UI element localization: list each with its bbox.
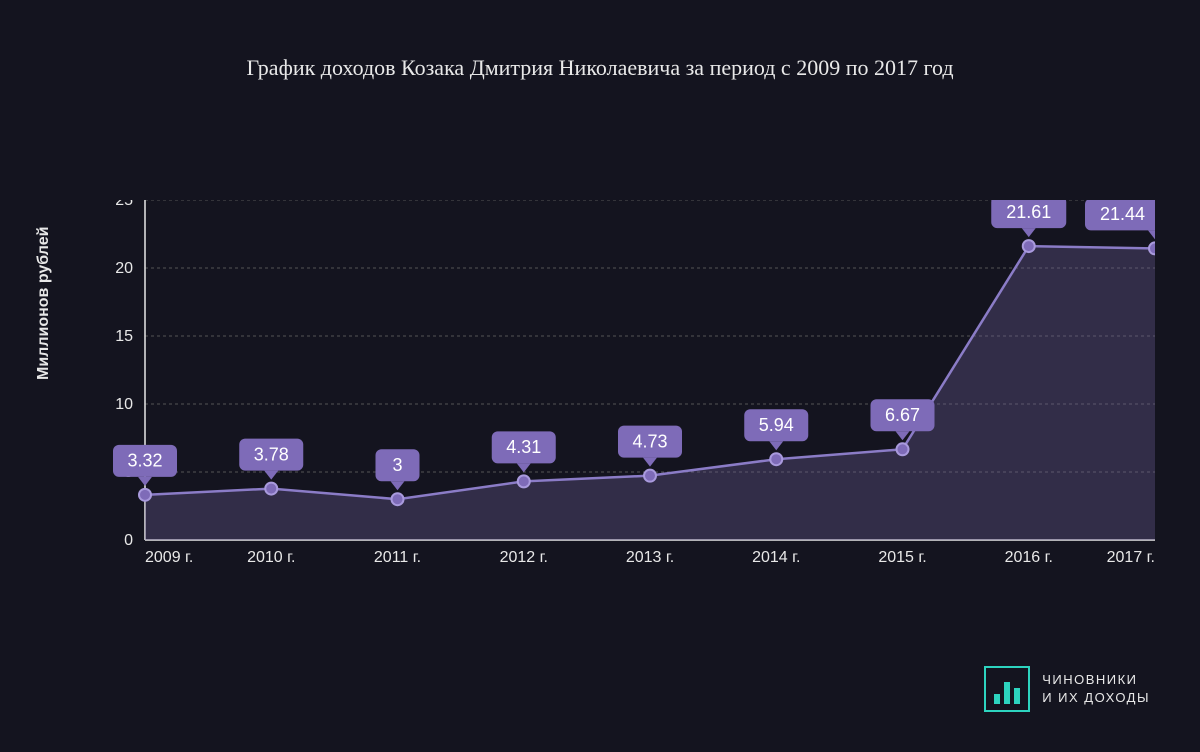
tooltip-pointer — [769, 441, 783, 450]
logo-line2: И ИХ ДОХОДЫ — [1042, 689, 1150, 707]
tooltip-pointer — [1022, 228, 1036, 237]
area-fill — [145, 246, 1155, 540]
logo-text: ЧИНОВНИКИ И ИХ ДОХОДЫ — [1042, 671, 1150, 707]
value-label: 6.67 — [885, 405, 920, 425]
x-tick-label: 2017 г. — [1107, 549, 1155, 566]
y-tick-label: 10 — [115, 396, 133, 413]
data-marker — [644, 470, 656, 482]
value-label: 4.31 — [506, 437, 541, 457]
x-tick-label: 2010 г. — [247, 549, 295, 566]
data-marker — [770, 453, 782, 465]
tooltip-pointer — [517, 463, 531, 472]
chart-container: 05101520252009 г.2010 г.2011 г.2012 г.20… — [95, 200, 1155, 580]
value-label: 4.73 — [632, 431, 667, 451]
data-marker — [265, 483, 277, 495]
x-tick-label: 2016 г. — [1005, 549, 1053, 566]
y-axis-label: Миллионов рублей — [35, 227, 53, 380]
value-label: 3.78 — [254, 444, 289, 464]
tooltip-pointer — [138, 477, 152, 486]
logo-bar-2 — [1004, 682, 1010, 704]
tooltip-pointer — [643, 458, 657, 467]
value-label: 3 — [392, 455, 402, 475]
x-tick-label: 2012 г. — [500, 549, 548, 566]
data-marker — [1023, 240, 1035, 252]
chart-title: График доходов Козака Дмитрия Николаевич… — [0, 0, 1200, 81]
y-tick-label: 15 — [115, 328, 133, 345]
y-tick-label: 25 — [115, 200, 133, 209]
value-label: 5.94 — [759, 415, 794, 435]
data-marker — [518, 475, 530, 487]
y-tick-label: 20 — [115, 260, 133, 277]
tooltip-pointer — [1148, 230, 1155, 239]
x-tick-label: 2014 г. — [752, 549, 800, 566]
x-tick-label: 2011 г. — [374, 549, 421, 566]
tooltip-pointer — [391, 481, 405, 490]
tooltip-pointer — [264, 471, 278, 480]
data-marker — [897, 443, 909, 455]
tooltip-pointer — [896, 431, 910, 440]
data-marker — [392, 493, 404, 505]
logo-icon — [984, 666, 1030, 712]
value-label: 21.44 — [1100, 204, 1145, 224]
logo-bar-3 — [1014, 688, 1020, 704]
chart-svg: 05101520252009 г.2010 г.2011 г.2012 г.20… — [95, 200, 1155, 580]
data-marker — [139, 489, 151, 501]
logo: ЧИНОВНИКИ И ИХ ДОХОДЫ — [984, 666, 1150, 712]
value-label: 21.61 — [1006, 202, 1051, 222]
logo-bar-1 — [994, 694, 1000, 704]
x-tick-label: 2015 г. — [878, 549, 926, 566]
logo-line1: ЧИНОВНИКИ — [1042, 671, 1150, 689]
x-tick-label: 2013 г. — [626, 549, 674, 566]
value-label: 3.32 — [127, 451, 162, 471]
x-tick-label: 2009 г. — [145, 549, 193, 566]
data-marker — [1149, 242, 1155, 254]
y-tick-label: 0 — [124, 532, 133, 549]
